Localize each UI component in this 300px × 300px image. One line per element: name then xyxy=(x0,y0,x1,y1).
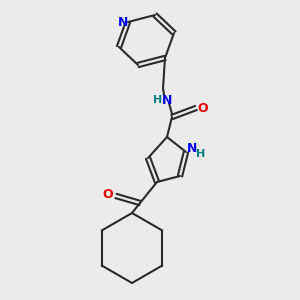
Text: H: H xyxy=(153,95,163,105)
Text: O: O xyxy=(103,188,113,202)
Text: H: H xyxy=(196,149,206,159)
Text: O: O xyxy=(198,101,208,115)
Text: N: N xyxy=(118,16,128,29)
Text: N: N xyxy=(162,94,172,106)
Text: N: N xyxy=(187,142,197,155)
